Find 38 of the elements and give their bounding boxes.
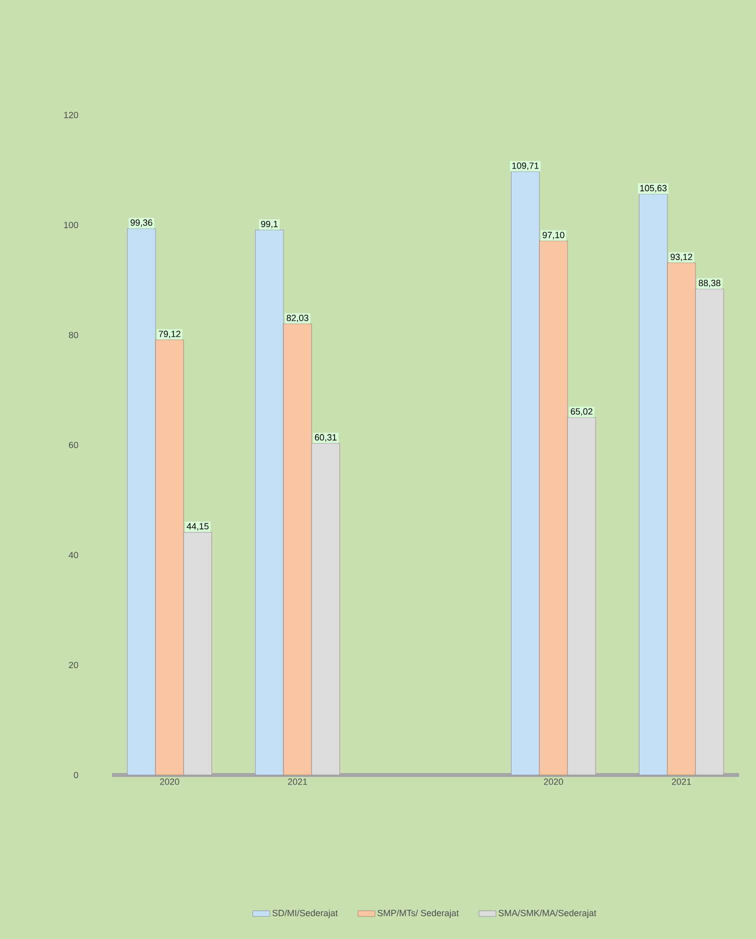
legend-label: SMA/SMK/MA/Sederajat	[498, 910, 596, 918]
y-tick-label: 0	[74, 772, 78, 778]
y-tick-label: 80	[68, 332, 78, 338]
legend-label: SMP/MTs/ Sederajat	[378, 910, 459, 918]
y-tick-label: 60	[68, 442, 78, 448]
data-label: 99,1	[261, 220, 278, 228]
y-tick-label: 20	[68, 662, 78, 668]
bar	[511, 171, 540, 776]
data-label: 60,31	[314, 434, 336, 442]
bar	[567, 417, 596, 776]
x-tick-label: 2020	[544, 778, 564, 785]
y-tick-label: 120	[64, 112, 78, 118]
data-label: 97,10	[542, 232, 564, 240]
x-tick-label: 2021	[288, 778, 308, 785]
bar	[283, 324, 312, 776]
data-label: 109,71	[512, 162, 539, 170]
y-tick-label: 40	[68, 552, 78, 558]
x-tick-label: 2020	[160, 778, 180, 785]
bar	[695, 288, 724, 776]
bar	[127, 228, 156, 776]
bar	[183, 532, 212, 776]
data-label: 65,02	[570, 408, 592, 416]
y-tick-label: 100	[64, 222, 78, 228]
bar	[311, 443, 340, 776]
data-label: 88,38	[698, 280, 720, 288]
bar	[539, 240, 568, 776]
bar	[155, 340, 184, 776]
data-label: 82,03	[286, 314, 308, 322]
data-label: 93,12	[670, 254, 692, 262]
data-label: 105,63	[640, 184, 667, 192]
bar	[667, 262, 696, 776]
data-label: 79,12	[158, 330, 180, 338]
data-label: 44,15	[186, 523, 209, 530]
bar	[255, 230, 284, 776]
bar	[638, 194, 668, 776]
legend-label: SD/MI/Sederajat	[272, 910, 338, 918]
x-tick-label: 2021	[672, 778, 691, 785]
data-label: 99,36	[130, 219, 152, 227]
